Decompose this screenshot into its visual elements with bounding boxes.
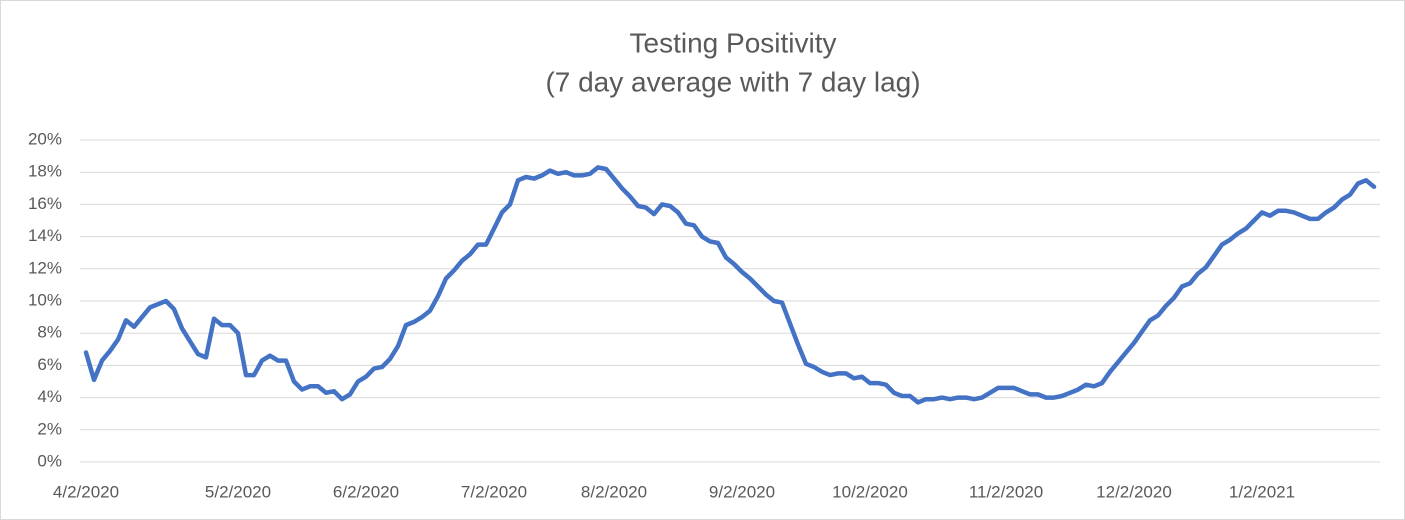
x-tick-label: 11/2/2020 xyxy=(969,482,1043,501)
x-tick-label: 1/2/2021 xyxy=(1229,482,1295,501)
y-tick-label: 4% xyxy=(37,387,62,406)
x-tick-label: 8/2/2020 xyxy=(581,482,647,501)
chart-subtitle: (7 day average with 7 day lag) xyxy=(545,66,920,97)
x-tick-label: 4/2/2020 xyxy=(53,482,119,501)
y-tick-label: 18% xyxy=(28,162,62,181)
y-tick-label: 2% xyxy=(37,419,62,438)
y-tick-label: 16% xyxy=(28,194,62,213)
x-tick-label: 6/2/2020 xyxy=(333,482,399,501)
x-tick-label: 9/2/2020 xyxy=(709,482,775,501)
y-tick-label: 14% xyxy=(28,226,62,245)
y-tick-label: 6% xyxy=(37,355,62,374)
y-tick-label: 20% xyxy=(28,129,62,148)
y-tick-label: 12% xyxy=(28,258,62,277)
chart-title: Testing Positivity xyxy=(630,27,837,58)
y-tick-label: 10% xyxy=(28,290,62,309)
y-tick-label: 8% xyxy=(37,323,62,342)
data-line xyxy=(83,165,1377,405)
x-tick-label: 12/2/2020 xyxy=(1096,482,1172,501)
x-tick-label: 7/2/2020 xyxy=(461,482,527,501)
x-tick-label: 10/2/2020 xyxy=(832,482,908,501)
y-tick-label: 0% xyxy=(37,451,62,470)
x-tick-label: 5/2/2020 xyxy=(205,482,271,501)
